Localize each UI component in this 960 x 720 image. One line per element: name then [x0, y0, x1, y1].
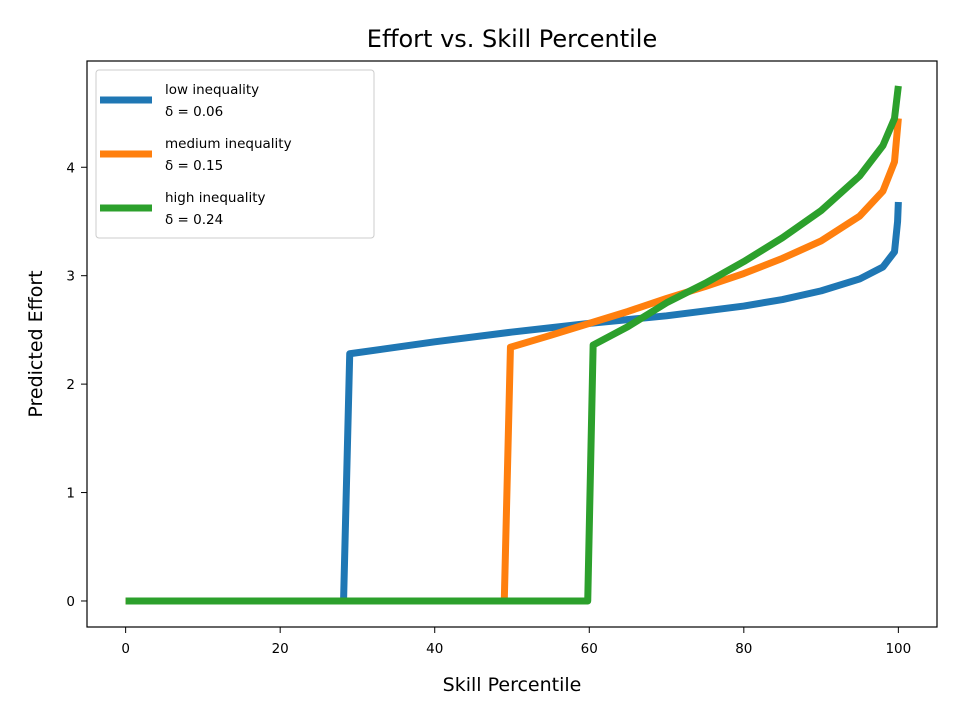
y-tick-label: 4 — [66, 160, 75, 176]
series-line-low-inequality — [125, 201, 902, 605]
legend-label: low inequality — [165, 82, 259, 98]
x-tick-label: 0 — [121, 641, 130, 657]
y-tick-label: 1 — [66, 486, 75, 502]
legend-label: high inequality — [165, 190, 266, 206]
legend-delta-label: δ = 0.15 — [165, 158, 223, 174]
x-tick-label: 40 — [426, 641, 443, 657]
y-tick-label: 3 — [66, 269, 75, 285]
legend-box — [95, 69, 375, 239]
series-line-high-inequality — [125, 85, 902, 605]
y-axis-label: Predicted Effort — [25, 270, 47, 417]
plot-area — [125, 85, 902, 605]
y-tick-label: 2 — [66, 377, 75, 393]
x-tick-label: 20 — [272, 641, 289, 657]
x-tick-label: 80 — [735, 641, 752, 657]
x-tick-label: 100 — [885, 641, 911, 657]
x-tick-label: 60 — [581, 641, 598, 657]
chart-title: Effort vs. Skill Percentile — [367, 25, 657, 53]
plot-frame — [86, 60, 938, 628]
y-axis-ticks: 0 1 2 3 4 — [66, 160, 87, 610]
legend: low inequality δ = 0.06 medium inequality δ… — [95, 69, 375, 239]
legend-delta-label: δ = 0.24 — [165, 212, 223, 228]
y-tick-label: 0 — [66, 594, 75, 610]
legend-label: medium inequality — [165, 136, 292, 152]
x-axis-label: Skill Percentile — [443, 674, 582, 696]
legend-delta-label: δ = 0.06 — [165, 104, 223, 120]
x-axis-ticks: 0 20 40 60 80 100 — [121, 627, 911, 657]
